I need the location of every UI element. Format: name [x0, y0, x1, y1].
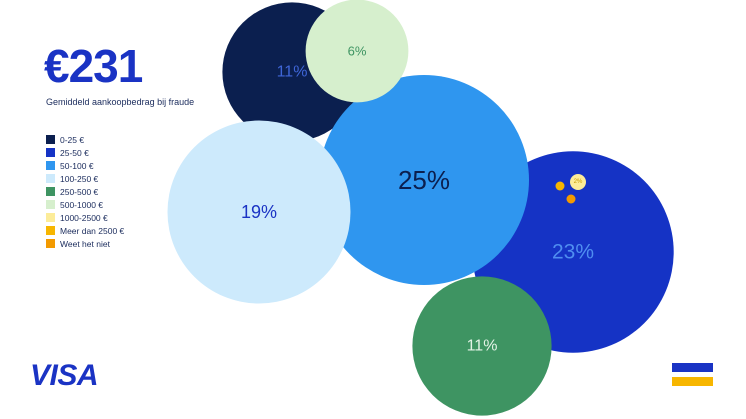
visa-logo: VISA	[30, 359, 99, 392]
bubble-label: 11%	[277, 64, 308, 81]
average-amount-caption: Gemiddeld aankoopbedrag bij fraude	[46, 97, 195, 107]
legend-label: 1000-2500 €	[60, 212, 108, 223]
legend-label: 500-1000 €	[60, 199, 104, 210]
legend-swatch	[46, 135, 55, 144]
legend-label: 50-100 €	[60, 160, 94, 171]
legend-swatch	[46, 200, 55, 209]
flag-bottom-stripe	[672, 377, 713, 386]
legend-item: 250-500 €	[46, 185, 124, 198]
legend-label: Meer dan 2500 €	[60, 225, 125, 236]
bubble	[412, 276, 552, 416]
legend-item: Meer dan 2500 €	[46, 224, 124, 237]
legend-item: 500-1000 €	[46, 198, 124, 211]
bubble	[570, 174, 586, 190]
legend-item: 100-250 €	[46, 172, 124, 185]
legend-swatch	[46, 213, 55, 222]
legend-swatch	[46, 161, 55, 170]
legend-item: 50-100 €	[46, 159, 124, 172]
legend-item: 0-25 €	[46, 133, 124, 146]
flag-top-stripe	[672, 363, 713, 372]
flag-icon	[672, 363, 713, 386]
legend-item: 1000-2500 €	[46, 211, 124, 224]
bubble-label: 2%	[574, 179, 583, 185]
legend-label: 25-50 €	[60, 147, 89, 158]
chart-legend: 0-25 € 25-50 € 50-100 € 100-250 € 250-500 € 5…	[46, 133, 124, 250]
legend-swatch	[46, 187, 55, 196]
legend-swatch	[46, 174, 55, 183]
legend-label: Weet het niet	[60, 238, 110, 249]
legend-item: Weet het niet	[46, 237, 124, 250]
legend-label: 0-25 €	[60, 134, 85, 145]
legend-label: 250-500 €	[60, 186, 99, 197]
legend-label: 100-250 €	[60, 173, 99, 184]
bubble	[305, 0, 409, 103]
legend-swatch	[46, 148, 55, 157]
bubble-label: 19%	[241, 202, 277, 222]
bubble-label: 11%	[467, 338, 498, 355]
average-amount: €231	[44, 40, 143, 92]
bubble-label: 25%	[398, 165, 450, 195]
legend-item: 25-50 €	[46, 146, 124, 159]
bubble	[555, 181, 565, 191]
bubble-label: 6%	[348, 44, 367, 59]
legend-swatch	[46, 239, 55, 248]
bubble	[566, 194, 576, 204]
legend-swatch	[46, 226, 55, 235]
bubble	[319, 75, 529, 285]
bubble-label: 23%	[552, 241, 594, 264]
bubble	[167, 120, 351, 304]
